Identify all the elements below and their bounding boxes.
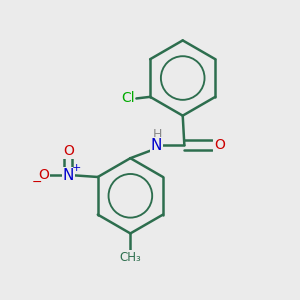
Text: O: O bbox=[63, 145, 74, 158]
Text: CH₃: CH₃ bbox=[119, 251, 141, 264]
Text: −: − bbox=[32, 176, 42, 189]
Text: +: + bbox=[72, 163, 81, 173]
Text: N: N bbox=[151, 138, 162, 153]
Text: O: O bbox=[38, 168, 49, 182]
Text: Cl: Cl bbox=[121, 92, 135, 106]
Text: N: N bbox=[63, 168, 74, 183]
Text: H: H bbox=[153, 128, 162, 141]
Text: O: O bbox=[214, 138, 225, 152]
